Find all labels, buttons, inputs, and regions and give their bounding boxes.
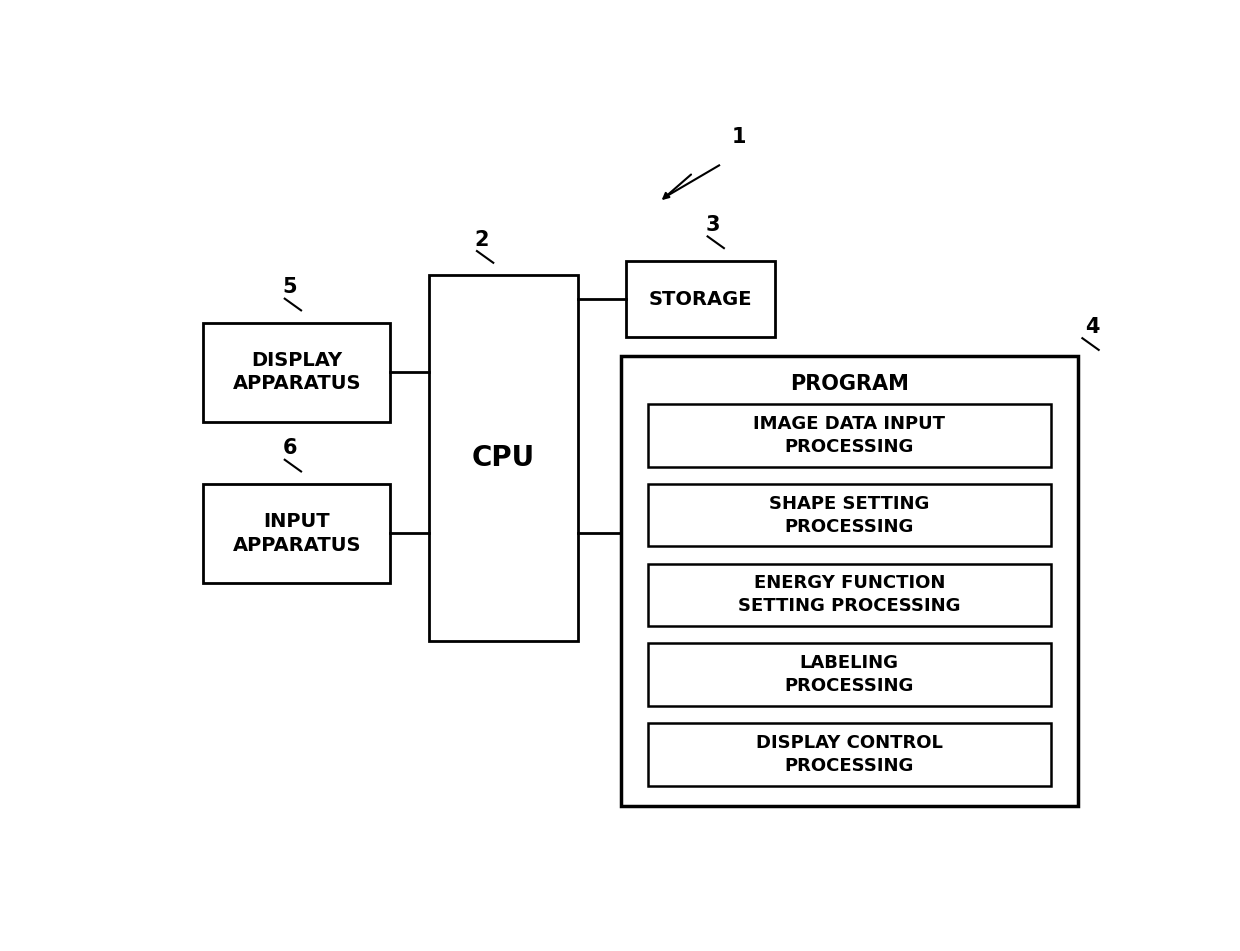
Text: DISPLAY
APPARATUS: DISPLAY APPARATUS bbox=[232, 351, 361, 394]
Text: 4: 4 bbox=[1085, 317, 1100, 337]
Text: 1: 1 bbox=[732, 127, 746, 147]
Text: LABELING
PROCESSING: LABELING PROCESSING bbox=[785, 654, 914, 695]
Text: DISPLAY CONTROL
PROCESSING: DISPLAY CONTROL PROCESSING bbox=[756, 734, 942, 775]
Text: STORAGE: STORAGE bbox=[649, 289, 753, 308]
Text: SHAPE SETTING
PROCESSING: SHAPE SETTING PROCESSING bbox=[769, 495, 930, 535]
FancyBboxPatch shape bbox=[203, 484, 391, 583]
FancyBboxPatch shape bbox=[649, 723, 1050, 786]
Text: ENERGY FUNCTION
SETTING PROCESSING: ENERGY FUNCTION SETTING PROCESSING bbox=[738, 574, 961, 615]
Text: CPU: CPU bbox=[471, 444, 534, 473]
FancyBboxPatch shape bbox=[626, 261, 775, 338]
FancyBboxPatch shape bbox=[649, 643, 1050, 706]
FancyBboxPatch shape bbox=[649, 564, 1050, 626]
Text: 6: 6 bbox=[283, 438, 296, 458]
FancyBboxPatch shape bbox=[649, 484, 1050, 547]
Text: PROGRAM: PROGRAM bbox=[790, 374, 909, 394]
Text: INPUT
APPARATUS: INPUT APPARATUS bbox=[232, 512, 361, 554]
Text: 2: 2 bbox=[475, 229, 489, 249]
FancyBboxPatch shape bbox=[621, 356, 1078, 806]
FancyBboxPatch shape bbox=[649, 404, 1050, 467]
Text: 3: 3 bbox=[706, 215, 719, 235]
Text: IMAGE DATA INPUT
PROCESSING: IMAGE DATA INPUT PROCESSING bbox=[754, 415, 945, 456]
FancyBboxPatch shape bbox=[429, 275, 578, 641]
Text: 5: 5 bbox=[283, 277, 296, 297]
FancyBboxPatch shape bbox=[203, 322, 391, 421]
